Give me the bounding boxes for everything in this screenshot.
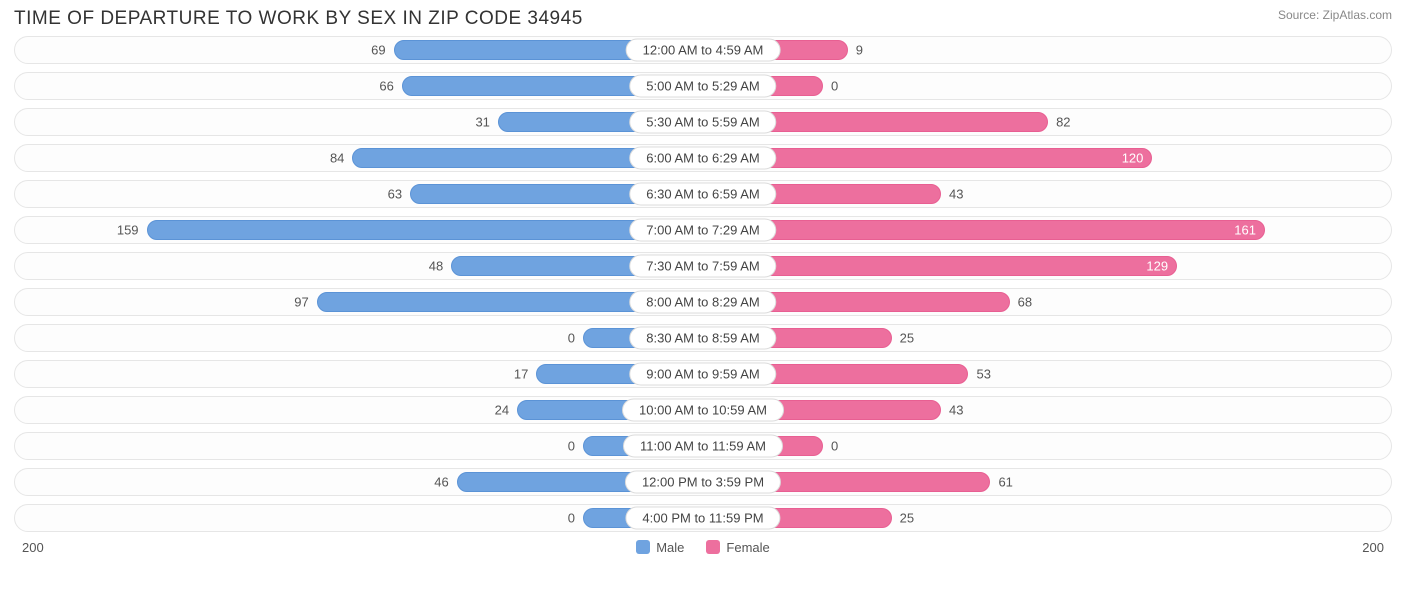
- female-value: 25: [900, 331, 914, 346]
- male-value: 0: [568, 331, 575, 346]
- chart-row: 8:00 AM to 8:29 AM 97 68: [14, 288, 1392, 316]
- time-range-label: 6:00 AM to 6:29 AM: [629, 147, 776, 170]
- female-value: 161: [1234, 223, 1256, 238]
- chart-row: 12:00 AM to 4:59 AM 69 9: [14, 36, 1392, 64]
- source-attribution: Source: ZipAtlas.com: [1278, 8, 1392, 22]
- time-range-label: 8:00 AM to 8:29 AM: [629, 291, 776, 314]
- male-value: 84: [330, 151, 344, 166]
- legend: Male Female: [636, 540, 770, 555]
- female-value: 68: [1018, 295, 1032, 310]
- male-value: 48: [429, 259, 443, 274]
- legend-male-swatch: [636, 540, 650, 554]
- chart-row: 129 7:30 AM to 7:59 AM 48: [14, 252, 1392, 280]
- female-value: 25: [900, 511, 914, 526]
- male-value: 17: [514, 367, 528, 382]
- female-value: 53: [976, 367, 990, 382]
- female-value: 9: [856, 43, 863, 58]
- time-range-label: 5:30 AM to 5:59 AM: [629, 111, 776, 134]
- chart-row: 161 7:00 AM to 7:29 AM 159: [14, 216, 1392, 244]
- legend-female-swatch: [706, 540, 720, 554]
- chart-row: 9:00 AM to 9:59 AM 17 53: [14, 360, 1392, 388]
- chart-row: 11:00 AM to 11:59 AM 0 0: [14, 432, 1392, 460]
- time-range-label: 7:00 AM to 7:29 AM: [629, 219, 776, 242]
- male-value: 0: [568, 511, 575, 526]
- time-range-label: 12:00 AM to 4:59 AM: [626, 39, 781, 62]
- male-value: 69: [371, 43, 385, 58]
- legend-female-label: Female: [726, 540, 769, 555]
- time-range-label: 12:00 PM to 3:59 PM: [625, 471, 781, 494]
- male-value: 24: [495, 403, 509, 418]
- chart-row: 12:00 PM to 3:59 PM 46 61: [14, 468, 1392, 496]
- male-value: 0: [568, 439, 575, 454]
- chart-row: 120 6:00 AM to 6:29 AM 84: [14, 144, 1392, 172]
- chart-row: 5:00 AM to 5:29 AM 66 0: [14, 72, 1392, 100]
- chart-row: 5:30 AM to 5:59 AM 31 82: [14, 108, 1392, 136]
- male-value: 31: [475, 115, 489, 130]
- axis-left-max: 200: [22, 540, 44, 555]
- chart-row: 6:30 AM to 6:59 AM 63 43: [14, 180, 1392, 208]
- time-range-label: 8:30 AM to 8:59 AM: [629, 327, 776, 350]
- legend-male-label: Male: [656, 540, 684, 555]
- legend-female: Female: [706, 540, 769, 555]
- female-value: 61: [998, 475, 1012, 490]
- male-value: 63: [388, 187, 402, 202]
- time-range-label: 4:00 PM to 11:59 PM: [625, 507, 780, 530]
- female-value: 0: [831, 79, 838, 94]
- chart-row: 10:00 AM to 10:59 AM 24 43: [14, 396, 1392, 424]
- female-value: 129: [1146, 259, 1168, 274]
- female-value: 43: [949, 187, 963, 202]
- female-value: 0: [831, 439, 838, 454]
- chart-row: 4:00 PM to 11:59 PM 0 25: [14, 504, 1392, 532]
- time-range-label: 11:00 AM to 11:59 AM: [623, 435, 783, 458]
- legend-male: Male: [636, 540, 684, 555]
- axis-row: 200 Male Female 200: [14, 540, 1392, 555]
- male-value: 97: [294, 295, 308, 310]
- male-bar: [147, 220, 703, 240]
- chart-title: TIME OF DEPARTURE TO WORK BY SEX IN ZIP …: [14, 8, 583, 30]
- axis-right-max: 200: [1362, 540, 1384, 555]
- time-range-label: 7:30 AM to 7:59 AM: [629, 255, 776, 278]
- chart-row: 8:30 AM to 8:59 AM 0 25: [14, 324, 1392, 352]
- male-value: 66: [379, 79, 393, 94]
- female-value: 43: [949, 403, 963, 418]
- male-value: 159: [117, 223, 139, 238]
- male-value: 46: [434, 475, 448, 490]
- diverging-bar-chart: 12:00 AM to 4:59 AM 69 9 5:00 AM to 5:29 AM…: [14, 36, 1392, 532]
- female-value: 120: [1122, 151, 1144, 166]
- time-range-label: 9:00 AM to 9:59 AM: [629, 363, 776, 386]
- time-range-label: 10:00 AM to 10:59 AM: [622, 399, 784, 422]
- time-range-label: 6:30 AM to 6:59 AM: [629, 183, 776, 206]
- female-bar: 161: [703, 220, 1265, 240]
- time-range-label: 5:00 AM to 5:29 AM: [629, 75, 776, 98]
- female-value: 82: [1056, 115, 1070, 130]
